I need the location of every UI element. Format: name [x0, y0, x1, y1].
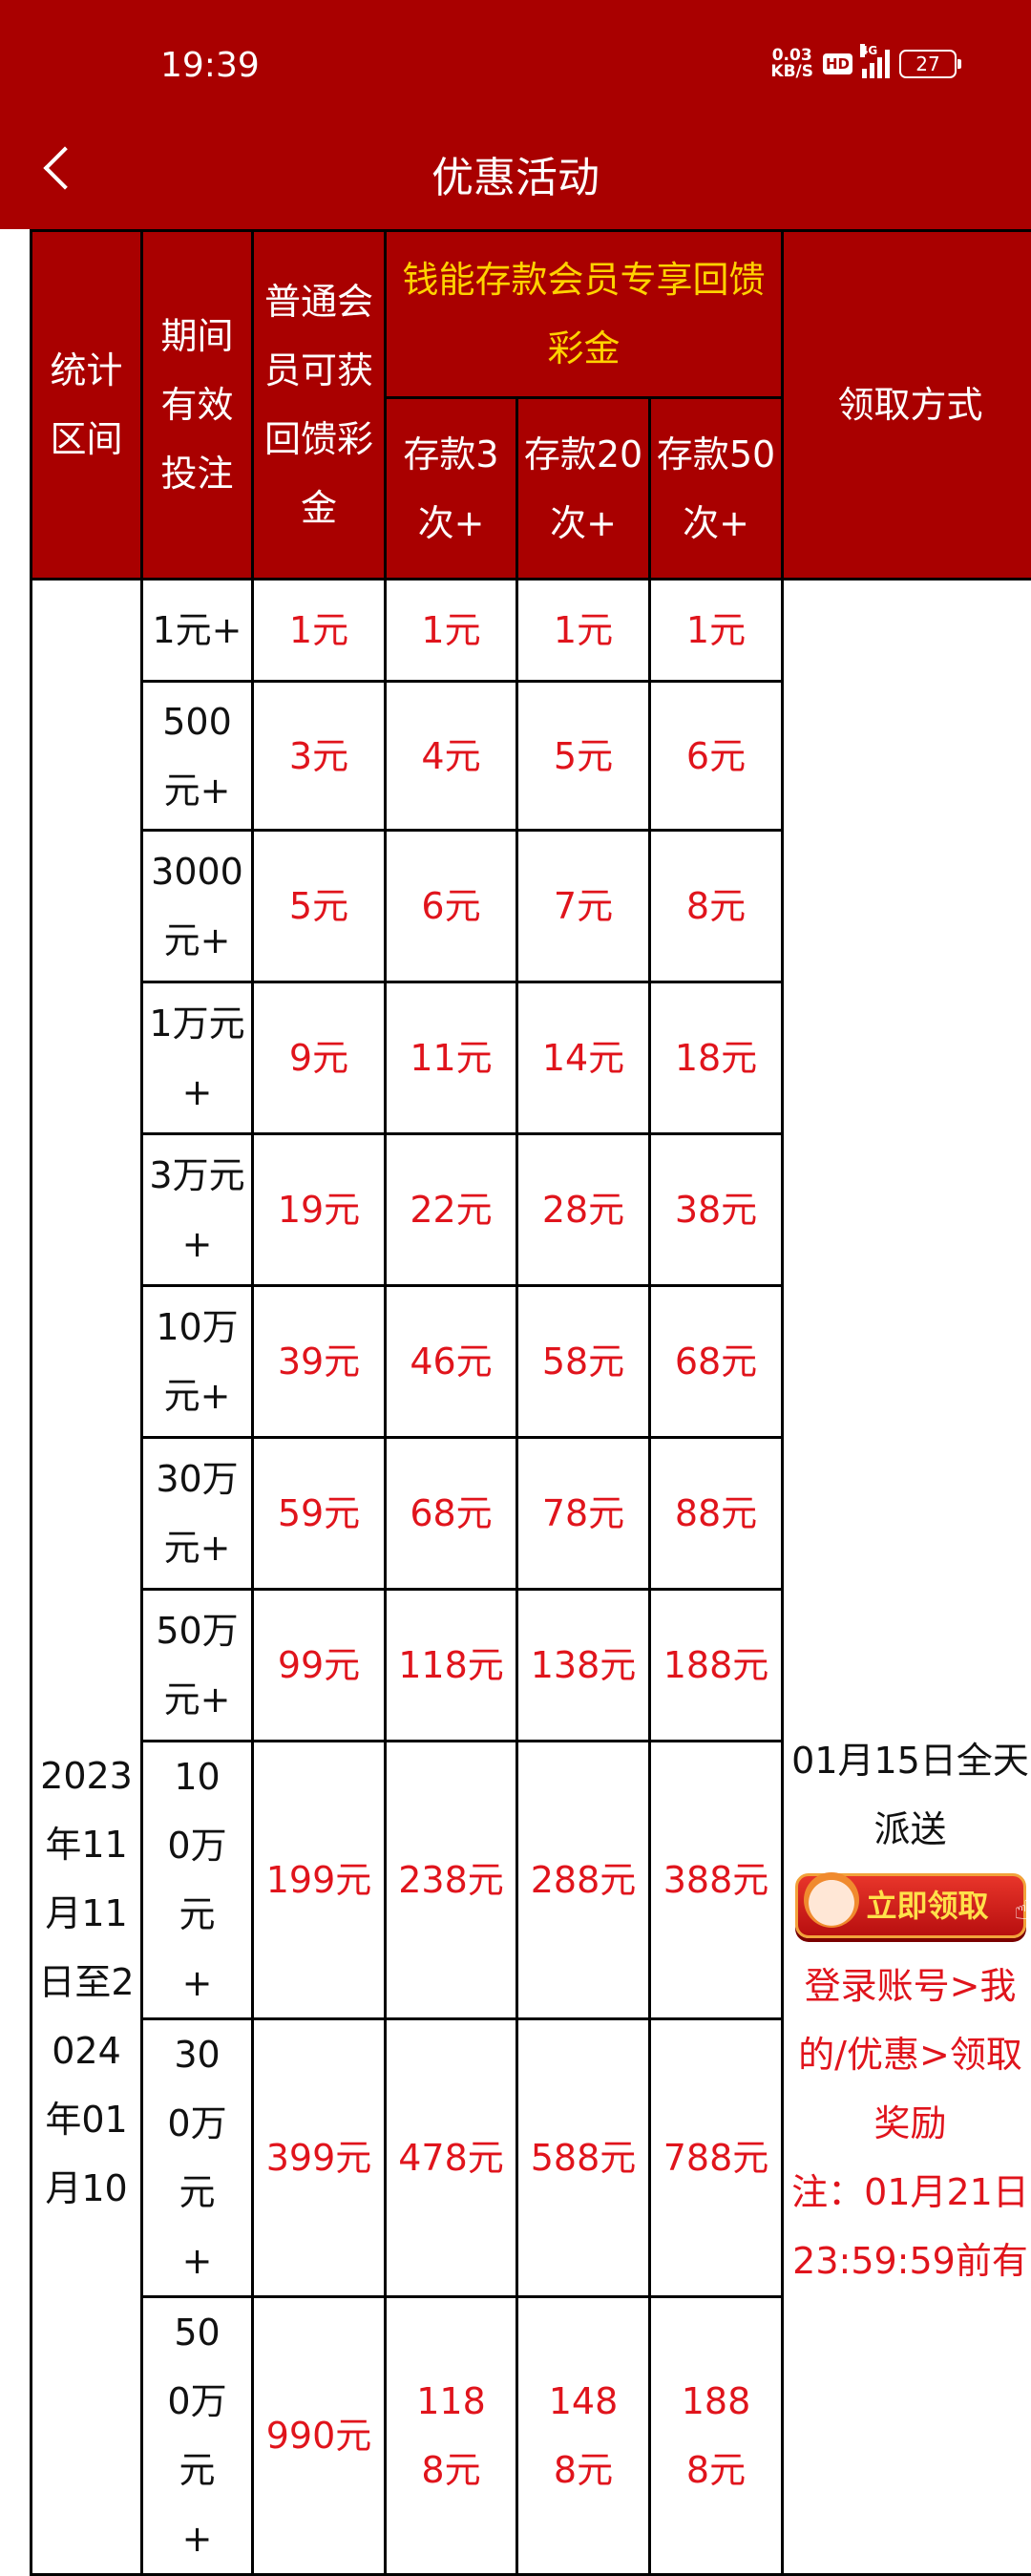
bonus-cell: 11元: [386, 982, 517, 1134]
bonus-cell: 68元: [650, 1286, 783, 1438]
status-time: 19:39: [160, 46, 260, 85]
bonus-cell: 1888元: [650, 2297, 783, 2575]
bonus-cell: 1188元: [386, 2297, 517, 2575]
bonus-cell: 5元: [517, 682, 650, 831]
bonus-cell: 6元: [650, 682, 783, 831]
bonus-cell: 14元: [517, 982, 650, 1134]
bonus-cell: 588元: [517, 2019, 650, 2297]
page-title: 优惠活动: [0, 143, 1031, 204]
bonus-cell: 6元: [386, 831, 517, 982]
bonus-cell: 7元: [517, 831, 650, 982]
bet-threshold-cell: 10万元+: [142, 1286, 253, 1438]
bonus-cell: 99元: [253, 1590, 386, 1742]
header-normal: 普通会员可获回馈彩金: [253, 231, 386, 580]
header-deposit-3: 存款3次+: [386, 398, 517, 580]
bet-threshold-cell: 100万元+: [142, 1742, 253, 2019]
bet-threshold-cell: 500元+: [142, 682, 253, 831]
bonus-cell: 22元: [386, 1134, 517, 1286]
bonus-cell: 68元: [386, 1438, 517, 1590]
bet-threshold-cell: 3000元+: [142, 831, 253, 982]
bonus-cell: 138元: [517, 1590, 650, 1742]
header-period: 统计区间: [32, 231, 142, 580]
bonus-cell: 478元: [386, 2019, 517, 2297]
bonus-cell: 18元: [650, 982, 783, 1134]
bonus-cell: 199元: [253, 1742, 386, 2019]
bonus-cell: 388元: [650, 1742, 783, 2019]
bonus-cell: 19元: [253, 1134, 386, 1286]
claim-now-button[interactable]: 立即领取☝: [795, 1873, 1026, 1938]
bonus-cell: 1488元: [517, 2297, 650, 2575]
bonus-cell: 288元: [517, 1742, 650, 2019]
bonus-cell: 78元: [517, 1438, 650, 1590]
bonus-cell: 8元: [650, 831, 783, 982]
bonus-cell: 5元: [253, 831, 386, 982]
bonus-cell: 3元: [253, 682, 386, 831]
bonus-cell: 58元: [517, 1286, 650, 1438]
bonus-cell: 1元: [386, 580, 517, 682]
bet-threshold-cell: 1元+: [142, 580, 253, 682]
bonus-cell: 46元: [386, 1286, 517, 1438]
header-bet: 期间有效投注: [142, 231, 253, 580]
bet-threshold-cell: 500万元+: [142, 2297, 253, 2575]
bonus-cell: 59元: [253, 1438, 386, 1590]
bonus-cell: 4元: [386, 682, 517, 831]
claim-instructions: 登录账号>我的/优惠>领取奖励: [789, 1952, 1031, 2158]
hd-icon: HD: [823, 53, 852, 74]
claim-note: 注：01月21日23:59:59前有: [789, 2158, 1031, 2295]
claim-cell: 01月15日全天派送立即领取☝ 登录账号>我的/优惠>领取奖励注：01月21日23…: [783, 580, 1031, 2575]
battery-icon: 27: [899, 50, 957, 78]
bonus-cell: 788元: [650, 2019, 783, 2297]
bonus-cell: 238元: [386, 1742, 517, 2019]
claim-schedule: 01月15日全天派送: [789, 1726, 1031, 1864]
bet-threshold-cell: 50万元+: [142, 1590, 253, 1742]
signal-icon: 4G: [862, 50, 890, 78]
bonus-cell: 38元: [650, 1134, 783, 1286]
mascot-icon: [804, 1872, 859, 1928]
bet-threshold-cell: 1万元+: [142, 982, 253, 1134]
bonus-cell: 88元: [650, 1438, 783, 1590]
header-vip-group: 钱能存款会员专享回馈彩金: [386, 231, 783, 398]
bonus-cell: 9元: [253, 982, 386, 1134]
promotion-table: 统计区间 期间有效投注 普通会员可获回馈彩金 钱能存款会员专享回馈彩金 领取方式…: [30, 229, 1031, 2576]
bet-threshold-cell: 300万元+: [142, 2019, 253, 2297]
bonus-cell: 399元: [253, 2019, 386, 2297]
period-cell: 2023年11月11日至2024年01月10: [32, 580, 142, 2575]
bet-threshold-cell: 3万元+: [142, 1134, 253, 1286]
bonus-cell: 1元: [253, 580, 386, 682]
bonus-cell: 1元: [517, 580, 650, 682]
header-claim: 领取方式: [783, 231, 1031, 580]
pointer-hand-icon: ☝: [1014, 1876, 1030, 1945]
header-deposit-50: 存款50次+: [650, 398, 783, 580]
bonus-cell: 990元: [253, 2297, 386, 2575]
bonus-cell: 118元: [386, 1590, 517, 1742]
bonus-cell: 39元: [253, 1286, 386, 1438]
header-deposit-20: 存款20次+: [517, 398, 650, 580]
bet-threshold-cell: 30万元+: [142, 1438, 253, 1590]
bonus-cell: 28元: [517, 1134, 650, 1286]
bonus-cell: 1元: [650, 580, 783, 682]
bonus-cell: 188元: [650, 1590, 783, 1742]
